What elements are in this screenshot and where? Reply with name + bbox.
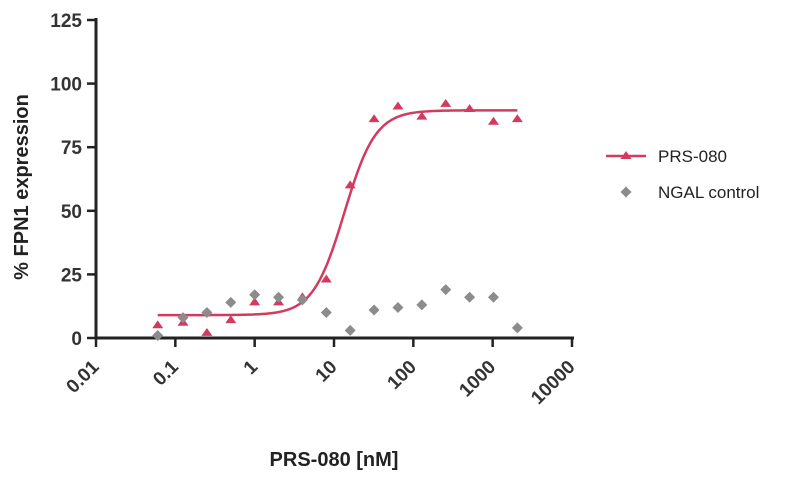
y-tick-label: 100 (50, 75, 82, 96)
data-point (344, 324, 356, 336)
data-point (249, 297, 261, 306)
data-point (392, 101, 404, 110)
legend: PRS-080 NGAL control (606, 147, 759, 202)
x-tick-label: 0.1 (149, 356, 183, 390)
data-point (225, 315, 237, 324)
x-tick-label: 1000 (455, 357, 500, 402)
data-point (392, 301, 404, 313)
data-point (368, 114, 380, 123)
legend-marker (620, 186, 632, 198)
fit-curve (157, 109, 518, 317)
data-point (152, 320, 164, 329)
data-point (440, 284, 452, 296)
y-axis: 0 25 50 75 100 125 (50, 11, 98, 350)
series-layer (152, 99, 523, 341)
data-point (296, 294, 308, 306)
series-ngal-control (152, 284, 523, 341)
data-point (440, 99, 452, 107)
data-point (487, 116, 499, 125)
y-tick-label: 25 (61, 265, 83, 286)
x-tick-label: 10 (312, 357, 342, 387)
data-point (464, 104, 476, 113)
data-point (416, 111, 428, 120)
data-point (177, 312, 189, 324)
legend-item: NGAL control (620, 183, 759, 202)
x-axis: 0.01 0.1 1 10 100 1000 10000 (63, 336, 580, 409)
data-point (201, 307, 213, 319)
data-point (152, 329, 164, 341)
data-point (368, 304, 380, 316)
data-point (320, 307, 332, 319)
x-tick-label: 10000 (527, 357, 579, 409)
x-axis-title: PRS-080 [nM] (270, 449, 399, 471)
data-point (201, 327, 213, 336)
data-point (225, 296, 237, 308)
data-point (249, 289, 261, 301)
y-tick-label: 50 (61, 202, 82, 223)
x-tick-label: 100 (384, 357, 421, 394)
y-tick-label: 0 (71, 329, 82, 350)
x-tick-label: 0.01 (63, 356, 104, 397)
data-point (511, 322, 523, 334)
legend-label: PRS-080 (658, 147, 727, 166)
data-point (511, 114, 523, 123)
data-point (320, 274, 332, 283)
data-point (416, 299, 428, 311)
y-axis-title: % FPN1 expression (11, 94, 33, 280)
data-point (273, 291, 285, 303)
legend-marker (620, 151, 632, 159)
legend-label: NGAL control (658, 183, 759, 202)
y-tick-label: 125 (50, 11, 82, 32)
y-tick-label: 75 (61, 138, 83, 159)
data-point (487, 291, 499, 303)
legend-item: PRS-080 (606, 147, 727, 166)
data-point (464, 291, 476, 303)
data-point (344, 180, 356, 189)
x-tick-label: 1 (240, 356, 263, 379)
